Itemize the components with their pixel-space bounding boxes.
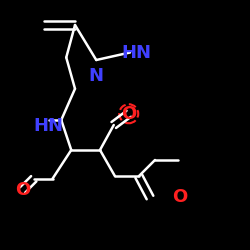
Text: O: O [172,188,188,206]
Text: N: N [89,67,104,85]
Text: O: O [15,181,30,199]
Text: O: O [121,105,136,123]
Text: HN: HN [121,44,151,62]
Text: HN: HN [34,117,64,135]
